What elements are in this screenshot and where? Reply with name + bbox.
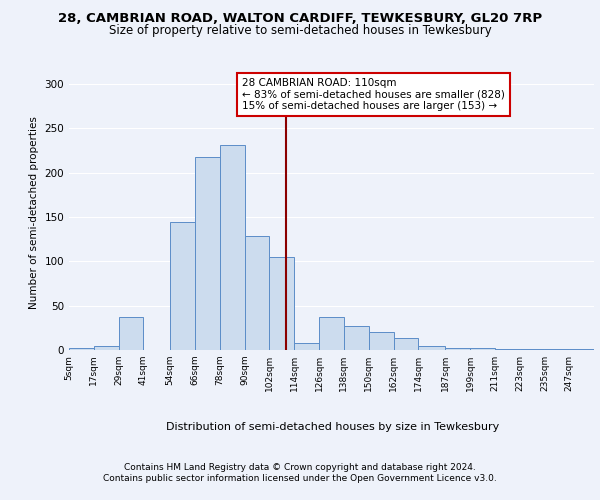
Text: Contains public sector information licensed under the Open Government Licence v3: Contains public sector information licen…: [103, 474, 497, 483]
Bar: [94, 346, 119, 350]
Bar: [119, 317, 143, 350]
Bar: [220, 145, 245, 350]
Bar: [294, 343, 319, 350]
Text: Distribution of semi-detached houses by size in Tewkesbury: Distribution of semi-detached houses by …: [166, 422, 500, 432]
Bar: [544, 349, 569, 350]
Text: Size of property relative to semi-detached houses in Tewkesbury: Size of property relative to semi-detach…: [109, 24, 491, 37]
Text: 28 CAMBRIAN ROAD: 110sqm
← 83% of semi-detached houses are smaller (828)
15% of : 28 CAMBRIAN ROAD: 110sqm ← 83% of semi-d…: [242, 78, 505, 111]
Bar: [245, 236, 269, 350]
Bar: [195, 156, 220, 350]
Bar: [445, 348, 470, 350]
Bar: [170, 222, 195, 350]
Bar: [69, 348, 94, 350]
Y-axis label: Number of semi-detached properties: Number of semi-detached properties: [29, 116, 39, 309]
Bar: [269, 257, 294, 350]
Bar: [394, 338, 418, 350]
Bar: [569, 349, 594, 350]
Text: Contains HM Land Registry data © Crown copyright and database right 2024.: Contains HM Land Registry data © Crown c…: [124, 462, 476, 471]
Bar: [470, 348, 495, 350]
Bar: [520, 349, 544, 350]
Bar: [369, 332, 394, 350]
Bar: [495, 349, 520, 350]
Bar: [344, 326, 369, 350]
Bar: [418, 346, 445, 350]
Text: 28, CAMBRIAN ROAD, WALTON CARDIFF, TEWKESBURY, GL20 7RP: 28, CAMBRIAN ROAD, WALTON CARDIFF, TEWKE…: [58, 12, 542, 26]
Bar: [319, 317, 344, 350]
